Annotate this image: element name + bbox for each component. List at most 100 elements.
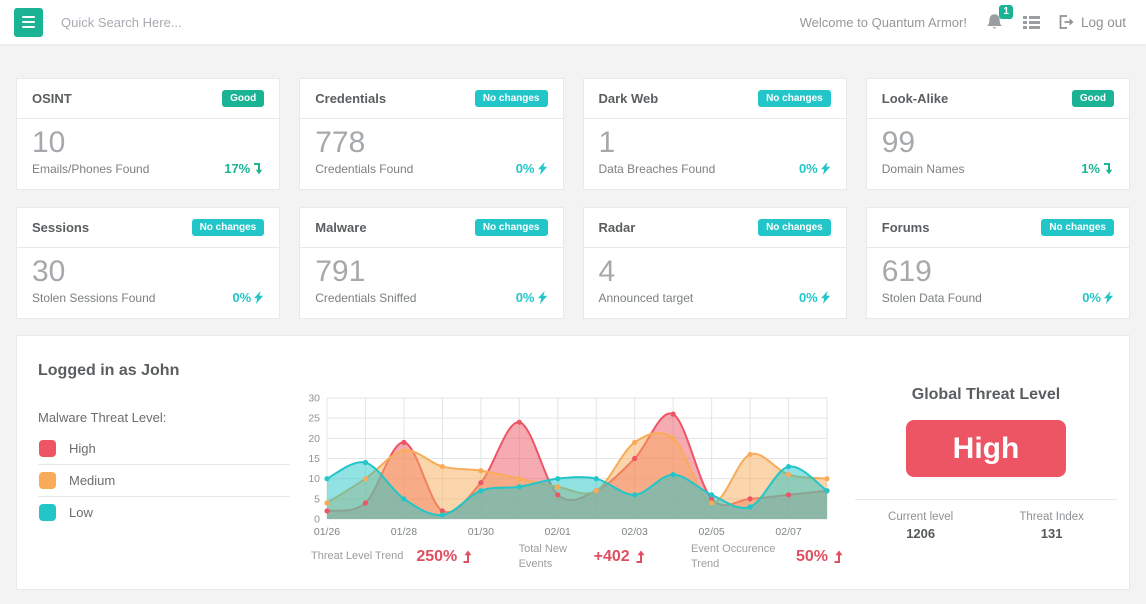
card-label: Data Breaches Found	[598, 161, 716, 176]
status-badge: No changes	[474, 90, 548, 107]
card-change: 0%	[799, 290, 831, 305]
card-label: Emails/Phones Found	[32, 161, 150, 176]
card-title: Forums	[881, 220, 930, 235]
card-title: OSINT	[32, 91, 72, 106]
card-value: 791	[315, 255, 366, 288]
stat-card-malware: Malware No changes 791 Credentials Sniff…	[299, 207, 564, 319]
status-badge: No changes	[758, 90, 831, 107]
global-threat-level-section: Global Threat Level High Current level 1…	[855, 386, 1117, 541]
card-value: 10	[32, 126, 66, 159]
change-icon	[820, 162, 831, 175]
stat-threat-level-trend: Threat Level Trend 250%	[311, 548, 472, 566]
svg-text:20: 20	[308, 433, 320, 445]
status-badge: Good	[1071, 90, 1114, 107]
card-title: Dark Web	[598, 91, 659, 106]
svg-text:10: 10	[308, 473, 320, 485]
card-header: Look-Alike Good	[866, 79, 1129, 119]
logged-in-title: Logged in as John	[38, 362, 180, 379]
stat-card-look-alike: Look-Alike Good 99 Domain Names 1%	[865, 78, 1130, 190]
change-icon	[537, 162, 548, 175]
chart-legend-title: Malware Threat Level:	[38, 410, 167, 425]
threat-trend-chart: 0 5 10 15 20 25 30 01/26 01/28 01/30 02/01 02/03 02/…	[305, 388, 837, 540]
topbar-right: Welcome to Quantum Armor! 1	[800, 5, 1126, 31]
svg-text:5: 5	[314, 493, 320, 505]
logout-link[interactable]: Log out	[1059, 15, 1126, 30]
change-icon	[1104, 291, 1114, 304]
legend-swatch-high	[39, 440, 56, 457]
stat-event-occurence-trend: Event Occurence Trend 50%	[691, 542, 843, 572]
card-header: OSINT Good	[17, 79, 280, 119]
change-icon	[254, 291, 264, 304]
stat-value: 50%	[796, 548, 843, 566]
svg-text:15: 15	[308, 453, 320, 465]
svg-text:02/05: 02/05	[698, 526, 724, 538]
card-body: 4 Announced target 0%	[584, 248, 846, 305]
change-icon	[1103, 162, 1114, 175]
level-up-icon	[634, 550, 645, 564]
card-value: 619	[881, 255, 932, 288]
card-change: 0%	[516, 161, 548, 176]
search-input[interactable]	[59, 13, 343, 31]
legend-item-high: High	[38, 433, 290, 465]
card-change: 0%	[232, 290, 264, 305]
card-label: Stolen Sessions Found	[32, 290, 156, 305]
svg-text:02/07: 02/07	[775, 526, 801, 538]
list-icon[interactable]	[1022, 15, 1040, 29]
legend-item-low: Low	[38, 497, 290, 528]
status-badge: Good	[222, 90, 265, 107]
svg-text:01/26: 01/26	[314, 526, 340, 538]
card-value: 778	[315, 126, 366, 159]
card-title: Look-Alike	[881, 91, 949, 106]
card-title: Sessions	[32, 220, 90, 235]
logout-icon	[1059, 15, 1074, 29]
stat-card-credentials: Credentials No changes 778 Credentials F…	[299, 78, 564, 190]
level-up-icon	[461, 550, 472, 564]
threat-index-stat: Threat Index 131	[1019, 511, 1084, 541]
card-header: Malware No changes	[300, 208, 563, 248]
chart-stats-row: Threat Level Trend 250% Total New Events…	[311, 542, 843, 572]
card-change: 0%	[1082, 290, 1114, 305]
threat-index-row: Current level 1206 Threat Index 131	[855, 511, 1117, 541]
card-label: Credentials Found	[315, 161, 414, 176]
global-threat-title: Global Threat Level	[911, 386, 1061, 403]
stat-value: +402	[594, 548, 645, 566]
stat-total-new-events: Total New Events +402	[519, 542, 645, 572]
card-change: 17%	[224, 161, 264, 176]
hamburger-menu-icon[interactable]	[14, 7, 43, 37]
status-badge: No changes	[758, 219, 831, 236]
change-icon	[537, 291, 548, 304]
card-body: 619 Stolen Data Found 0%	[867, 248, 1129, 305]
status-badge: No changes	[474, 219, 548, 236]
card-change: 0%	[799, 161, 831, 176]
status-badge: No changes	[191, 219, 265, 236]
card-header: Credentials No changes	[300, 79, 563, 119]
svg-text:01/30: 01/30	[468, 526, 494, 538]
card-title: Radar	[598, 220, 636, 235]
card-body: 791 Credentials Sniffed 0%	[300, 248, 562, 305]
card-body: 30 Stolen Sessions Found 0%	[17, 248, 279, 305]
change-icon	[253, 162, 264, 175]
card-header: Sessions No changes	[17, 208, 280, 248]
stat-card-sessions: Sessions No changes 30 Stolen Sessions F…	[16, 207, 281, 319]
threat-overview-panel: Logged in as John Malware Threat Level: …	[16, 335, 1130, 590]
card-body: 10 Emails/Phones Found 17%	[17, 119, 279, 176]
svg-text:30: 30	[308, 393, 320, 405]
stat-card-radar: Radar No changes 4 Announced target 0%	[582, 207, 847, 319]
threat-level-button[interactable]: High	[906, 420, 1066, 477]
svg-text:25: 25	[308, 413, 320, 425]
stat-card-dark-web: Dark Web No changes 1 Data Breaches Foun…	[582, 78, 847, 190]
card-label: Announced target	[598, 290, 694, 305]
card-value: 99	[881, 126, 916, 159]
card-label: Stolen Data Found	[881, 290, 982, 305]
stat-card-forums: Forums No changes 619 Stolen Data Found …	[865, 207, 1130, 319]
card-value: 30	[32, 255, 66, 288]
top-navbar: Welcome to Quantum Armor! 1	[0, 0, 1146, 44]
card-label: Credentials Sniffed	[315, 290, 417, 305]
stat-card-osint: OSINT Good 10 Emails/Phones Found 17%	[16, 78, 281, 190]
svg-text:02/01: 02/01	[545, 526, 571, 538]
svg-text:0: 0	[314, 514, 320, 526]
notifications-bell-icon[interactable]: 1	[986, 5, 1013, 31]
card-label: Domain Names	[881, 161, 965, 176]
card-value: 1	[598, 126, 616, 159]
card-body: 99 Domain Names 1%	[867, 119, 1129, 176]
